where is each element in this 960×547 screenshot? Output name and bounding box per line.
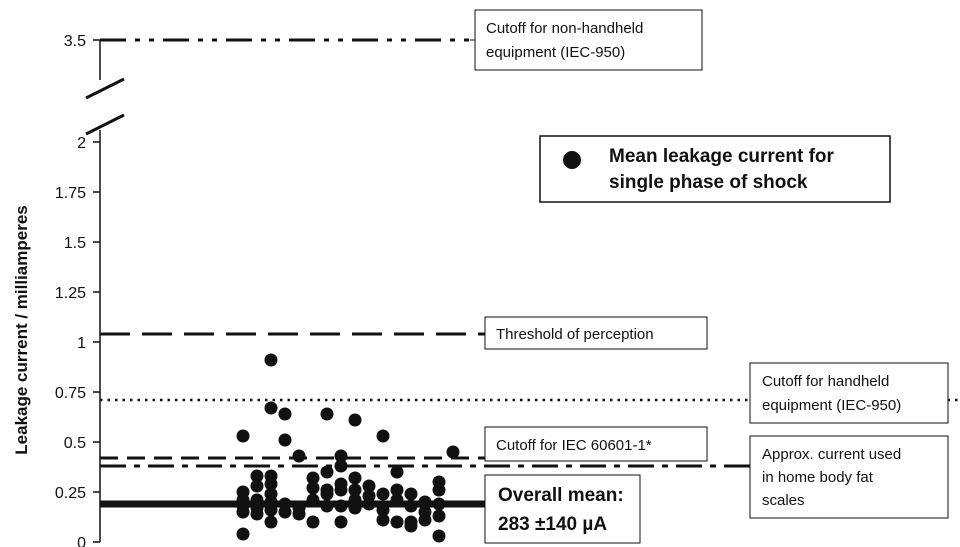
- annotation-line: Approx. current used: [762, 446, 901, 463]
- data-point: [264, 515, 278, 529]
- data-point: [418, 513, 432, 527]
- annotation-line: equipment (IEC-950): [762, 397, 901, 414]
- y-axis-label: Leakage current / milliamperes: [12, 205, 31, 454]
- annotation-line: Cutoff for IEC 60601-1*: [496, 437, 652, 454]
- data-point: [432, 529, 446, 543]
- data-point: [348, 413, 362, 427]
- data-point: [320, 465, 334, 479]
- data-point: [432, 509, 446, 523]
- annotation-box: [749, 435, 949, 519]
- annotation-body-fat: Approx. current used in home body fat sc…: [749, 435, 949, 519]
- data-point: [306, 471, 320, 485]
- y-tick-label: 0.25: [55, 485, 86, 502]
- data-point: [236, 527, 250, 541]
- data-point: [390, 515, 404, 529]
- y-tick-label: 1.25: [55, 285, 86, 302]
- y-tick-label: 3.5: [64, 33, 86, 50]
- legend-label-line: Mean leakage current for: [609, 146, 835, 167]
- data-point: [334, 499, 348, 513]
- data-point: [418, 495, 432, 509]
- y-tick-label: 0.75: [55, 385, 86, 402]
- legend-label-line: single phase of shock: [609, 172, 808, 193]
- data-point: [362, 497, 376, 511]
- data-point: [250, 469, 264, 483]
- data-point: [278, 407, 292, 421]
- data-point: [292, 507, 306, 521]
- data-point: [446, 445, 460, 459]
- annotation-box: [474, 9, 703, 71]
- data-point: [404, 519, 418, 533]
- data-point: [320, 487, 334, 501]
- y-tick-label: 0: [77, 535, 86, 547]
- annotation-handheld: Cutoff for handheld equipment (IEC-950): [749, 362, 949, 424]
- annotation-line: Overall mean:: [498, 485, 624, 506]
- data-point: [390, 493, 404, 507]
- data-point: [390, 465, 404, 479]
- data-point: [264, 353, 278, 367]
- annotation-line: in home body fat: [762, 469, 874, 486]
- data-point: [250, 479, 264, 493]
- data-point: [320, 499, 334, 513]
- data-point: [264, 401, 278, 415]
- annotation-box: [484, 316, 708, 350]
- data-point: [376, 513, 390, 527]
- y-ticks: 0 0.25 0.5 0.75 1 1.25 1.5 1.75 2 3.5: [55, 33, 100, 547]
- annotation-line: scales: [762, 492, 805, 509]
- annotation-box: [749, 362, 949, 424]
- y-tick-label: 0.5: [64, 435, 86, 452]
- annotation-box: [484, 426, 708, 462]
- annotation-line: Threshold of perception: [496, 326, 654, 343]
- data-points: [236, 353, 460, 543]
- data-point: [334, 515, 348, 529]
- data-point: [404, 499, 418, 513]
- data-point: [250, 507, 264, 521]
- y-tick-label: 1: [77, 335, 86, 352]
- data-point: [306, 515, 320, 529]
- annotation-line: equipment (IEC-950): [486, 44, 625, 61]
- axis-break-mark-upper: [85, 77, 125, 100]
- y-tick-label: 1.5: [64, 235, 86, 252]
- y-tick-label: 1.75: [55, 185, 86, 202]
- legend: Mean leakage current for single phase of…: [539, 135, 891, 203]
- annotation-line: Cutoff for handheld: [762, 373, 889, 390]
- data-point: [376, 429, 390, 443]
- data-point: [348, 483, 362, 497]
- data-point: [362, 479, 376, 493]
- data-point: [236, 429, 250, 443]
- annotation-box: [484, 474, 641, 544]
- annotation-overall-mean: Overall mean: 283 ±140 µA: [484, 474, 641, 544]
- data-point: [376, 503, 390, 517]
- data-point: [264, 477, 278, 491]
- data-point: [334, 449, 348, 463]
- annotation-line: 283 ±140 µA: [498, 514, 607, 535]
- legend-marker: [563, 151, 581, 169]
- data-point: [306, 493, 320, 507]
- data-point: [376, 487, 390, 501]
- data-point: [278, 433, 292, 447]
- y-axis: 0 0.25 0.5 0.75 1 1.25 1.5 1.75 2 3.5: [55, 33, 125, 547]
- y-tick-label: 2: [77, 135, 86, 152]
- data-point: [278, 505, 292, 519]
- annotation-iec60601: Cutoff for IEC 60601-1*: [484, 426, 708, 462]
- data-point: [432, 483, 446, 497]
- data-point: [404, 487, 418, 501]
- data-point: [292, 449, 306, 463]
- data-point: [320, 407, 334, 421]
- data-point: [264, 503, 278, 517]
- legend-box: [539, 135, 891, 203]
- annotation-non-handheld: Cutoff for non-handheld equipment (IEC-9…: [474, 9, 703, 71]
- annotation-perception: Threshold of perception: [484, 316, 708, 350]
- data-point: [390, 483, 404, 497]
- data-point: [334, 483, 348, 497]
- data-point: [348, 501, 362, 515]
- data-point: [306, 481, 320, 495]
- data-point: [334, 459, 348, 473]
- data-point: [236, 505, 250, 519]
- annotation-line: Cutoff for non-handheld: [486, 20, 643, 37]
- data-point: [348, 471, 362, 485]
- axis-break-mark-lower: [85, 113, 125, 136]
- data-point: [432, 497, 446, 511]
